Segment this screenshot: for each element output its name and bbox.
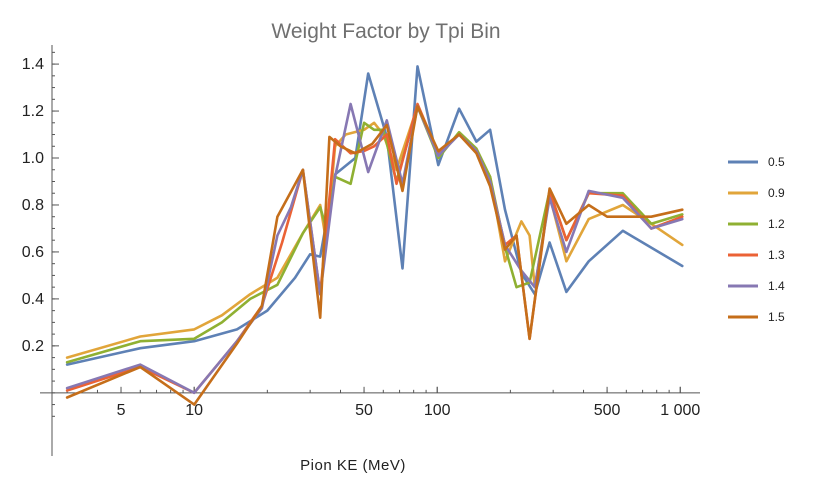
legend-label: 1.3 — [768, 248, 785, 262]
x-tick-label: 5 — [117, 402, 126, 419]
y-tick-label: 1.0 — [22, 150, 44, 167]
chart-title: Weight Factor by Tpi Bin — [271, 20, 500, 43]
x-tick-label: 500 — [594, 402, 621, 419]
x-axis-label: Pion KE (MeV) — [300, 457, 406, 474]
x-tick-label: 1 000 — [660, 402, 700, 419]
y-tick-label: 0.4 — [22, 291, 44, 308]
series-lines — [65, 65, 684, 406]
y-tick-label: 1.4 — [22, 56, 44, 73]
series-line-0-5 — [65, 65, 684, 366]
x-tick-label: 50 — [355, 402, 373, 419]
legend-label: 1.4 — [768, 279, 785, 293]
axes: 5 10 50 100 500 1 000 0.2 0.4 0.6 0.8 1.0 1.2 1.4 — [22, 45, 700, 456]
legend-label: 1.5 — [768, 310, 785, 324]
x-tick-label: 100 — [424, 402, 451, 419]
legend: 0.5 0.9 1.2 1.3 1.4 1.5 — [728, 155, 785, 324]
legend-label: 1.2 — [768, 217, 785, 231]
y-tick-label: 0.6 — [22, 244, 44, 261]
series-line-1-5 — [65, 105, 684, 406]
legend-label: 0.9 — [768, 186, 785, 200]
x-tick-label: 10 — [185, 402, 203, 419]
legend-label: 0.5 — [768, 155, 785, 169]
series-line-1-3 — [65, 102, 684, 395]
y-tick-label: 1.2 — [22, 103, 44, 120]
y-tick-label: 0.2 — [22, 338, 44, 355]
y-tick-label: 0.8 — [22, 197, 44, 214]
